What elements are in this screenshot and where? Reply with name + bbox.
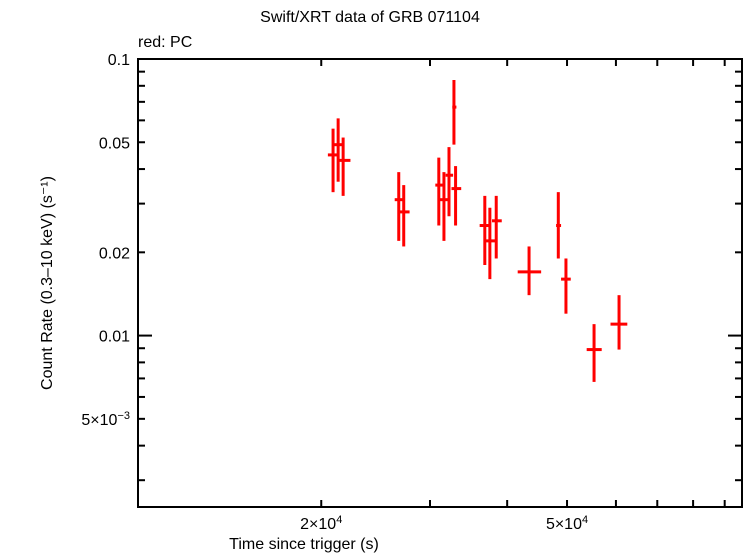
legend-note: red: PC <box>138 34 193 51</box>
x-axis-label: Time since trigger (s) <box>229 536 379 553</box>
y-tick-label: 0.1 <box>108 52 130 69</box>
y-tick-label: 0.02 <box>99 245 130 262</box>
y-tick-label: 0.05 <box>99 135 130 152</box>
x-tick-label: 5×104 <box>546 514 588 533</box>
chart-title: Swift/XRT data of GRB 071104 <box>260 9 480 26</box>
plot-frame <box>137 58 743 508</box>
x-tick-label: 2×104 <box>300 514 342 533</box>
y-tick-label: 0.01 <box>99 329 130 346</box>
y-tick-label: 5×10−3 <box>81 410 130 429</box>
